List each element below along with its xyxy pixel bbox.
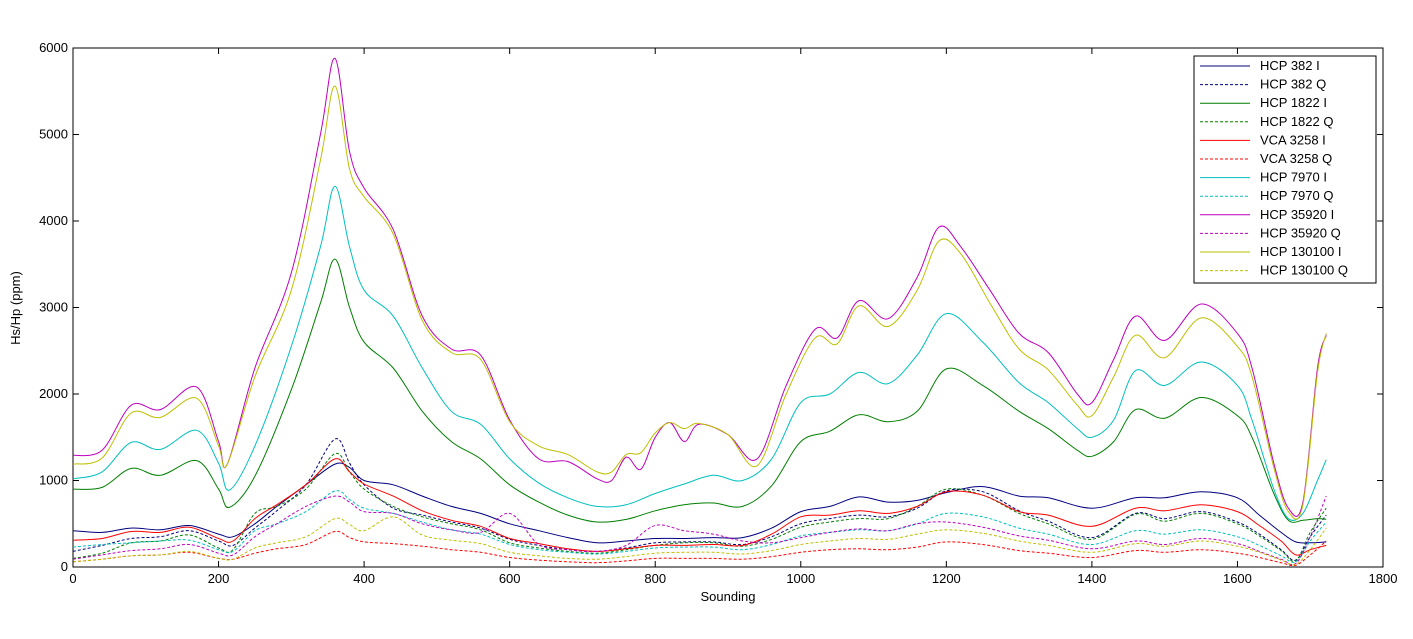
x-tick-label: 200 — [208, 571, 230, 586]
series-line-vca-3258-q — [72, 530, 1327, 567]
x-tick-label: 1800 — [1369, 571, 1398, 586]
legend-label: HCP 1822 Q — [1260, 114, 1333, 129]
series-line-hcp-7970-i — [72, 185, 1327, 521]
legend-label: HCP 1822 I — [1260, 95, 1327, 110]
series-line-hcp-7970-q — [72, 490, 1327, 563]
x-tick-label: 1600 — [1223, 571, 1252, 586]
legend: HCP 382 I HCP 382 Q HCP 1822 I HCP 1822 Q VC… — [1193, 55, 1377, 284]
legend-label: VCA 3258 Q — [1260, 151, 1332, 166]
legend-entries: HCP 382 I HCP 382 Q HCP 1822 I HCP 1822 Q VC… — [1200, 58, 1348, 278]
legend-label: HCP 130100 Q — [1260, 263, 1348, 278]
series-line-hcp-35920-q — [72, 495, 1327, 566]
x-tick-label: 1400 — [1077, 571, 1106, 586]
legend-label: HCP 382 Q — [1260, 77, 1326, 92]
legend-label: HCP 35920 I — [1260, 207, 1334, 222]
y-tick-label: 0 — [61, 559, 68, 574]
series-line-hcp-1822-i — [72, 258, 1327, 523]
legend-label: HCP 382 I — [1260, 58, 1320, 73]
series-line-hcp-382-i — [72, 462, 1327, 544]
x-tick-label: 400 — [353, 571, 375, 586]
legend-label: HCP 35920 Q — [1260, 225, 1341, 240]
legend-label: HCP 130100 I — [1260, 244, 1341, 259]
x-tick-label: 800 — [644, 571, 666, 586]
y-tick-label: 6000 — [39, 40, 68, 55]
y-tick-label: 4000 — [39, 213, 68, 228]
legend-label: HCP 7970 I — [1260, 170, 1327, 185]
series-line-hcp-1822-q — [72, 452, 1327, 563]
x-tick-label: 600 — [499, 571, 521, 586]
y-tick-label: 1000 — [39, 473, 68, 488]
y-tick-label: 5000 — [39, 127, 68, 142]
plot-area-frame — [72, 47, 1384, 568]
y-tick-label: 2000 — [39, 386, 68, 401]
series-line-hcp-382-q — [72, 438, 1327, 561]
legend-label: HCP 7970 Q — [1260, 188, 1333, 203]
legend-box — [1193, 55, 1377, 284]
series-line-hcp-35920-i — [72, 57, 1327, 517]
series-line-vca-3258-i — [72, 458, 1327, 556]
y-axis-label: Hs/Hp (ppm) — [8, 271, 23, 345]
series-line-hcp-130100-i — [72, 85, 1327, 520]
y-tick-label: 3000 — [39, 300, 68, 315]
x-tick-label: 1000 — [786, 571, 815, 586]
series-layer — [72, 57, 1327, 567]
legend-label: VCA 3258 I — [1260, 132, 1326, 147]
x-axis-label: Sounding — [701, 589, 756, 604]
x-tick-label: 0 — [69, 571, 76, 586]
axis-ticks: 0 200 400 600 800 1000 1200 1400 1600 1800 0 1000 20… — [39, 40, 1397, 586]
series-line-hcp-130100-q — [72, 516, 1327, 566]
x-tick-label: 1200 — [932, 571, 961, 586]
